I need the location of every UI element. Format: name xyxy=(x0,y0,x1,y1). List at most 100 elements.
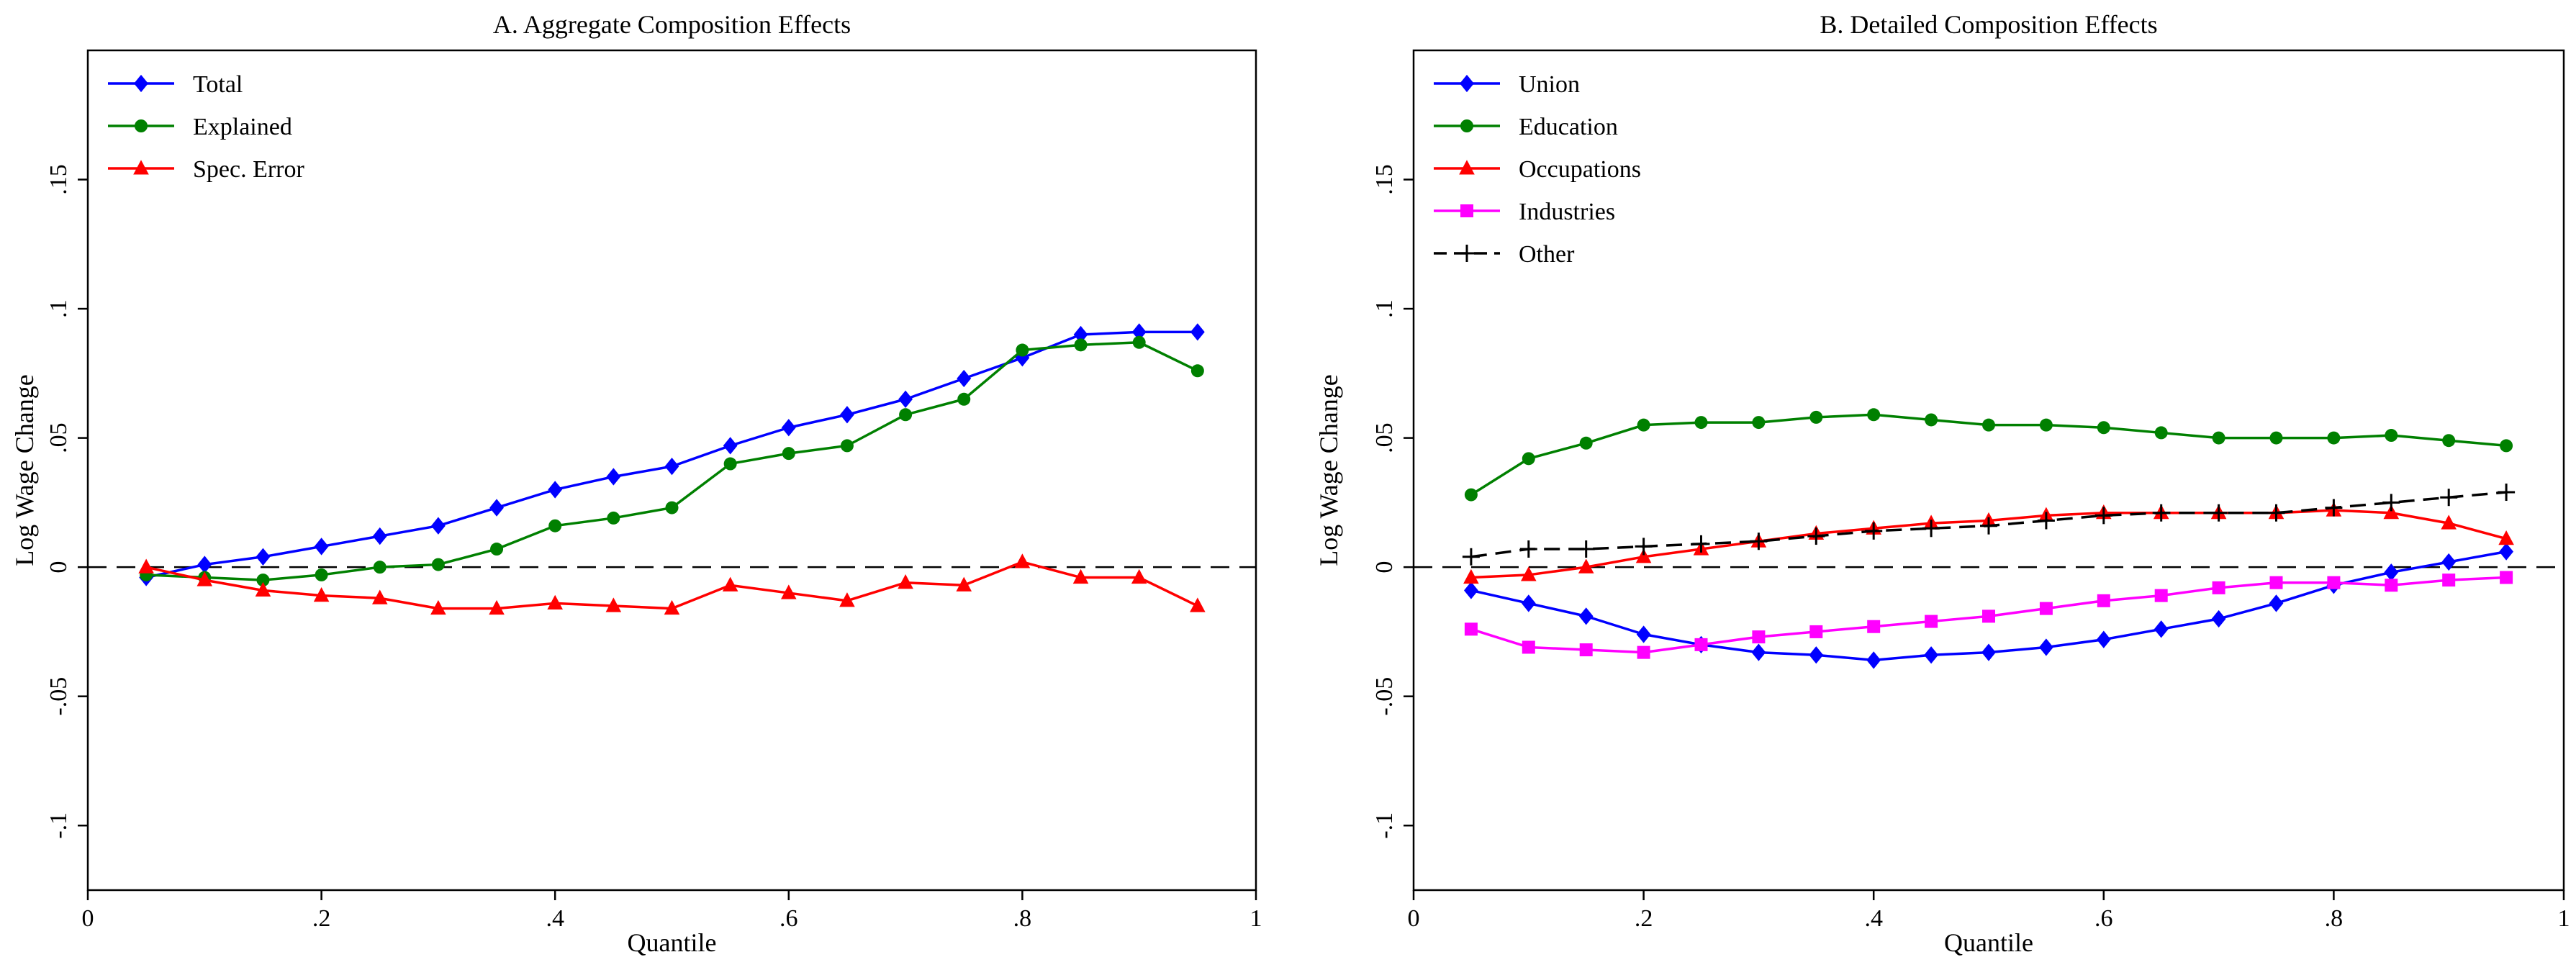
plot-area-frame xyxy=(86,49,1257,892)
legend-marker xyxy=(1458,245,1475,262)
data-point-union xyxy=(2211,609,2226,628)
data-point-union xyxy=(2096,630,2111,648)
y-axis-title: Log Wage Change xyxy=(10,374,39,566)
data-point-other xyxy=(2152,504,2170,522)
x-tick-label: 0 xyxy=(1408,905,1420,932)
legend-marker xyxy=(1460,74,1474,93)
x-tick-label: .8 xyxy=(1013,905,1032,932)
data-point-explained xyxy=(1074,338,1088,352)
data-point-union xyxy=(1636,625,1651,643)
data-point-explained xyxy=(1132,335,1146,349)
data-point-education xyxy=(2212,431,2225,445)
legend-label: Union xyxy=(1519,71,1580,98)
data-point-explained xyxy=(782,447,795,461)
legend-item-union: Union xyxy=(1434,71,1580,98)
data-point-industries xyxy=(2442,574,2456,587)
data-point-spec-error xyxy=(196,571,213,586)
data-point-total xyxy=(256,548,271,566)
data-point-total xyxy=(548,481,563,499)
data-point-explained xyxy=(665,501,679,515)
series-spec-error xyxy=(138,553,1206,615)
x-axis-title: Quantile xyxy=(628,928,717,957)
data-point-union xyxy=(2441,553,2457,571)
x-tick-label: .4 xyxy=(1864,905,1883,932)
data-point-union xyxy=(2039,638,2053,656)
chart-title: A. Aggregate Composition Effects xyxy=(493,10,851,39)
data-point-other xyxy=(1462,548,1480,566)
legend-label: Industries xyxy=(1519,199,1615,225)
data-point-education xyxy=(1694,416,1708,430)
data-point-explained xyxy=(548,519,562,532)
data-point-total xyxy=(1131,323,1147,341)
data-point-industries xyxy=(1579,643,1593,657)
series-education xyxy=(1464,408,2513,502)
y-tick-label: .15 xyxy=(45,164,72,194)
series-explained xyxy=(140,335,1204,587)
data-point-other xyxy=(2325,499,2343,517)
y-tick-label: -.1 xyxy=(45,812,72,839)
data-point-education xyxy=(2500,439,2513,453)
x-tick-label: .6 xyxy=(2094,905,2113,932)
data-point-spec-error xyxy=(956,576,972,591)
data-point-occupations xyxy=(2498,530,2514,545)
data-point-industries xyxy=(2269,576,2283,589)
y-tick-label: -.05 xyxy=(45,677,72,716)
data-point-other xyxy=(1980,517,1997,535)
y-tick-label: .15 xyxy=(1371,164,1398,194)
legend-label: Explained xyxy=(193,114,292,140)
data-point-other xyxy=(1635,538,1653,556)
data-point-education xyxy=(1809,410,1823,424)
x-tick-label: .2 xyxy=(312,905,331,932)
legend-label: Education xyxy=(1519,114,1618,140)
x-tick-label: 1 xyxy=(1250,905,1262,932)
legend: Total Explained Spec. Error xyxy=(108,71,305,183)
data-point-education xyxy=(2327,431,2341,445)
series-industries xyxy=(1464,571,2513,659)
legend-marker xyxy=(1460,119,1473,132)
data-point-industries xyxy=(1637,645,1650,659)
x-tick-label: .4 xyxy=(546,905,564,932)
data-point-union xyxy=(1464,581,1478,599)
legend-label: Total xyxy=(193,71,243,98)
data-point-other xyxy=(2037,512,2055,530)
legend-item-occupations: Occupations xyxy=(1434,156,1641,183)
data-point-other xyxy=(1865,522,1883,540)
data-point-explained xyxy=(607,511,620,525)
data-point-total xyxy=(372,527,387,545)
data-point-union xyxy=(2384,563,2399,581)
y-tick-label: .05 xyxy=(1371,422,1398,453)
y-tick-label: .1 xyxy=(1371,299,1398,318)
data-point-education xyxy=(1982,418,1995,432)
data-point-spec-error xyxy=(255,581,271,597)
data-point-occupations xyxy=(1578,558,1594,574)
data-point-union xyxy=(1751,643,1766,661)
data-point-explained xyxy=(256,574,270,587)
data-point-education xyxy=(1637,418,1650,432)
data-point-education xyxy=(2442,434,2456,448)
data-point-education xyxy=(2039,418,2053,432)
x-tick-label: 1 xyxy=(2558,905,2570,932)
data-point-industries xyxy=(2097,594,2110,607)
data-point-education xyxy=(2385,429,2398,443)
data-point-spec-error xyxy=(138,558,154,574)
data-point-total xyxy=(606,468,621,486)
data-point-union xyxy=(1866,651,1881,669)
legend: Union Education Occupations Industries Other xyxy=(1434,71,1641,268)
data-point-explained xyxy=(1016,343,1029,357)
data-point-explained xyxy=(490,543,504,556)
data-point-industries xyxy=(2039,602,2053,615)
y-axis-title: Log Wage Change xyxy=(1314,374,1343,566)
data-point-total xyxy=(664,457,679,476)
data-point-spec-error xyxy=(722,576,738,591)
data-point-industries xyxy=(1522,640,1535,654)
data-point-other xyxy=(2498,484,2516,502)
legend-item-explained: Explained xyxy=(108,114,292,140)
plot-area-frame xyxy=(1412,49,2565,892)
legend-item-education: Education xyxy=(1434,114,1618,140)
legend-item-spec-error: Spec. Error xyxy=(108,156,305,183)
data-point-total xyxy=(1015,349,1030,367)
x-tick-label: .8 xyxy=(2325,905,2344,932)
data-point-explained xyxy=(957,392,971,406)
data-point-industries xyxy=(2327,576,2341,589)
data-point-total xyxy=(723,437,738,455)
